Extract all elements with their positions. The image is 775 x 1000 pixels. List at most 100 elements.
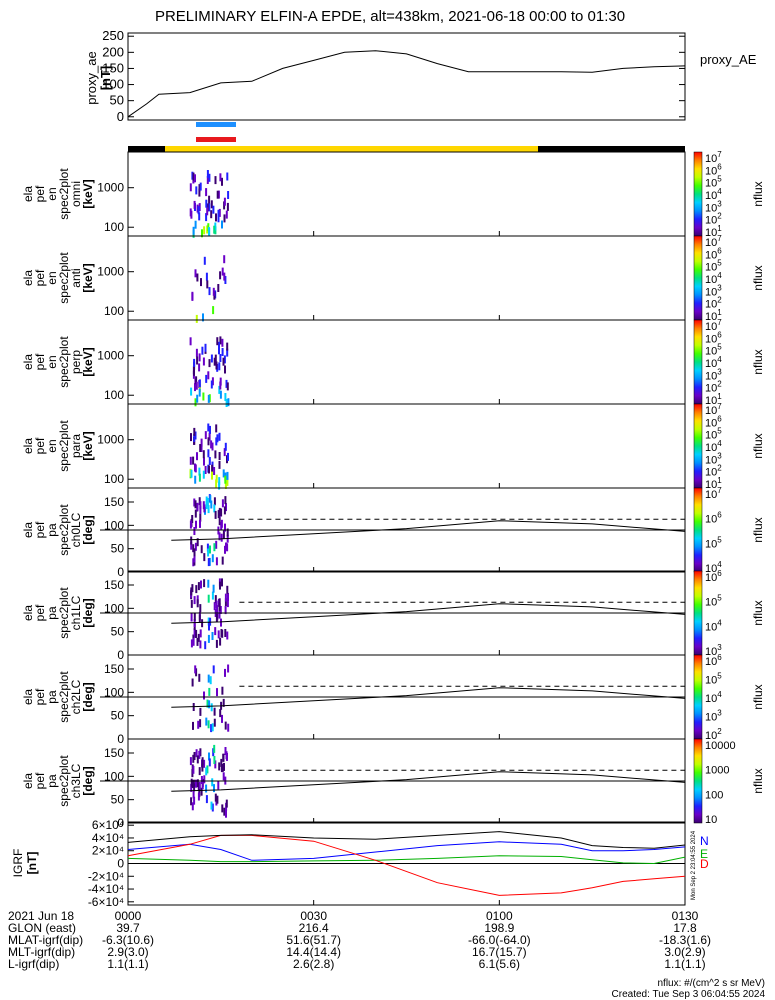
xaxis-row-value: 51.6(51.7) xyxy=(286,933,341,947)
spectrogram-cell xyxy=(222,753,225,762)
spectrogram-cell xyxy=(206,280,209,289)
spectrogram-cell xyxy=(197,206,200,215)
panel-ytick-label: 50 xyxy=(111,793,125,807)
spectrogram-cell xyxy=(218,346,220,355)
colorbar-tick-exponent: 6 xyxy=(717,511,722,520)
spectrogram-cell xyxy=(211,803,214,812)
spectrogram-cell xyxy=(204,343,207,352)
spectrogram-cell xyxy=(208,758,211,767)
spectrogram-cell xyxy=(198,673,201,682)
proxy-ae-ytick-label: 250 xyxy=(102,28,124,43)
spectrogram-cell xyxy=(214,627,217,636)
spectrogram-cell xyxy=(199,513,202,522)
colorbar-tick-exponent: 7 xyxy=(717,486,722,495)
spectrogram-cell xyxy=(224,593,227,602)
panel-ylabel-line: pef xyxy=(33,269,47,286)
spectrogram-cell xyxy=(199,519,201,528)
spectrogram-cell xyxy=(191,171,194,180)
colorbar-tick-exponent: 4 xyxy=(717,439,722,448)
spectrogram-cell xyxy=(215,424,218,433)
spectrogram-cell xyxy=(196,599,199,608)
colorbar-tick-exponent: 3 xyxy=(717,283,722,292)
panel-ylabel-line: pa xyxy=(45,606,59,620)
spectrogram-cell xyxy=(218,602,221,611)
xaxis-row-value: 1.1(1.1) xyxy=(107,957,148,971)
colorbar-tick-exponent: 6 xyxy=(717,162,722,171)
spectrogram-cell xyxy=(197,582,200,591)
spectrogram-cell xyxy=(204,431,207,440)
igrf-series-E-line xyxy=(127,855,686,865)
spectrogram-cell xyxy=(207,594,210,603)
panel-ylabel-unit: [deg] xyxy=(81,598,95,627)
spectrogram-cell xyxy=(195,520,197,529)
spectrogram-cell xyxy=(221,578,223,587)
colorbar xyxy=(693,403,703,489)
igrf-ytick-label: -2×10⁴ xyxy=(88,869,124,883)
spectrogram-cell xyxy=(225,799,228,808)
spectrogram-cell xyxy=(195,749,198,758)
spectrogram-cell xyxy=(192,456,195,465)
spectrogram-cell xyxy=(217,781,220,790)
xaxis-row-value: 2.9(3.0) xyxy=(107,945,148,959)
colorbar-tick-exponent: 7 xyxy=(717,402,722,411)
spectrogram-cell xyxy=(190,469,193,478)
colorbar-tick-exponent: 6 xyxy=(717,330,722,339)
spectrogram-cell xyxy=(213,357,216,366)
spectrogram-cell xyxy=(223,355,226,364)
panel-ylabel-line: spec2plot xyxy=(57,504,71,556)
spectrogram-cell xyxy=(207,449,210,458)
panel-ylabel-unit: [keV] xyxy=(81,179,95,208)
spectrogram-cell xyxy=(193,427,196,436)
spectrogram-cell xyxy=(225,399,228,407)
panel-ytick-label: 150 xyxy=(104,746,124,760)
spectrogram-cell xyxy=(192,721,194,730)
spectrogram-cell xyxy=(226,202,229,211)
loss-cone-line xyxy=(171,520,686,541)
spectrogram-cell xyxy=(196,637,199,646)
colorbar-tick-exponent: 1 xyxy=(717,476,722,485)
spectrogram-cell xyxy=(190,613,193,622)
proxy-ae-ytick-label: 200 xyxy=(102,44,124,59)
spectrogram-cell xyxy=(206,207,209,216)
spectrogram-cell xyxy=(207,674,210,683)
spectrogram-cell xyxy=(219,271,222,280)
spectrogram-cell xyxy=(198,184,201,193)
colorbar-tick-label: 1000 xyxy=(705,765,729,777)
spectrogram-cell xyxy=(213,718,216,727)
spectrogram-cell xyxy=(227,452,229,461)
spectrogram-cell xyxy=(209,425,211,434)
spectrogram-cell xyxy=(203,256,206,265)
spectrogram-cell xyxy=(218,362,221,371)
spectrogram-cell xyxy=(211,591,214,600)
spectrogram-cell xyxy=(196,502,199,511)
spectrogram-cell xyxy=(193,612,196,621)
panel-ylabel-line: pef xyxy=(33,688,47,705)
spectrogram-cell xyxy=(203,775,206,784)
panel-ylabel-line: ch3LC xyxy=(69,763,83,798)
colorbar-tick-exponent: 2 xyxy=(717,212,722,221)
spectrogram-cell xyxy=(218,610,221,619)
spectrogram-cell xyxy=(213,784,215,793)
xaxis-row-value: 1.1(1.1) xyxy=(664,957,705,971)
panel-ytick-label: 1000 xyxy=(97,433,124,447)
spectrogram-cell xyxy=(206,699,209,708)
igrf-ytick-label: 6×10⁴ xyxy=(92,818,124,832)
spectrogram-cell xyxy=(191,584,194,593)
colorbar-tick-label: 103 xyxy=(705,709,722,724)
spectrogram-cell xyxy=(218,341,220,350)
spectrogram-cell xyxy=(208,465,210,474)
spectrogram-cell xyxy=(199,501,202,510)
side-date-stamp: Mon Sep 2 23:04:55 2024 xyxy=(691,830,697,900)
xaxis-row-label: MLT-igrf(dip) xyxy=(8,945,75,959)
spectrogram-cell xyxy=(222,772,225,781)
colorbar-tick-exponent: 1 xyxy=(717,224,722,233)
spectrogram-cell xyxy=(208,203,211,212)
colorbar-tick-exponent: 7 xyxy=(717,234,722,243)
spectrogram-cell xyxy=(221,220,223,229)
spectrogram-cell xyxy=(205,501,208,510)
spectrogram-cell xyxy=(223,255,226,264)
spectrogram-cell xyxy=(198,473,201,482)
spectrogram-cell xyxy=(205,784,208,793)
spectrogram-data-group xyxy=(189,744,228,818)
spectrogram-cell xyxy=(205,374,208,383)
